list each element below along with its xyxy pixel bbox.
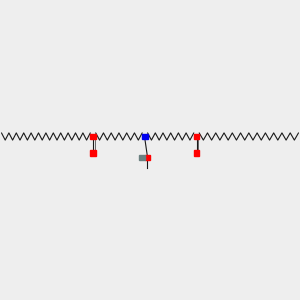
- Bar: [142, 134, 148, 139]
- Bar: [90, 134, 96, 139]
- Bar: [90, 150, 96, 156]
- Bar: [145, 154, 150, 160]
- Bar: [139, 154, 145, 160]
- Bar: [194, 134, 199, 139]
- Bar: [194, 150, 199, 156]
